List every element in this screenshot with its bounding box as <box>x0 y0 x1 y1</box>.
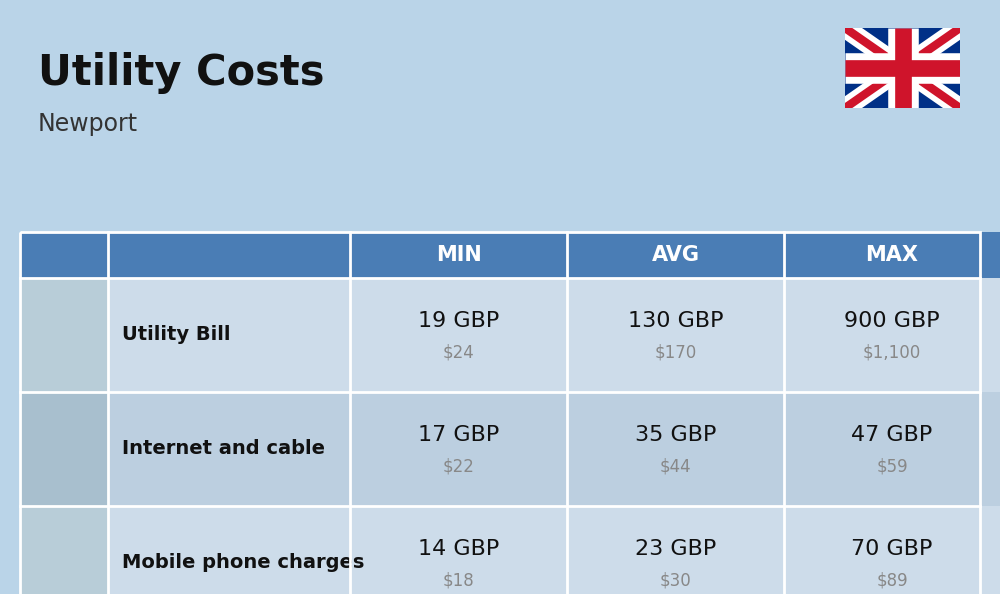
Bar <box>108 392 350 506</box>
Bar <box>845 28 960 108</box>
Bar <box>567 506 784 594</box>
Bar <box>567 392 784 506</box>
Text: 14 GBP: 14 GBP <box>418 539 499 559</box>
Bar <box>567 278 784 392</box>
Bar <box>20 232 980 594</box>
Bar <box>20 392 108 506</box>
Text: 47 GBP: 47 GBP <box>851 425 933 445</box>
Text: $22: $22 <box>443 458 474 476</box>
Text: Utility Costs: Utility Costs <box>38 52 324 94</box>
Text: AVG: AVG <box>652 245 700 265</box>
Text: 70 GBP: 70 GBP <box>851 539 933 559</box>
Text: $59: $59 <box>876 458 908 476</box>
Bar <box>784 506 1000 594</box>
Bar <box>350 232 567 278</box>
Text: MIN: MIN <box>436 245 481 265</box>
Bar <box>784 232 1000 278</box>
Bar <box>350 392 567 506</box>
Bar <box>784 392 1000 506</box>
Text: Internet and cable: Internet and cable <box>122 440 325 459</box>
Bar <box>108 232 350 278</box>
Bar <box>350 278 567 392</box>
Bar <box>567 232 784 278</box>
Text: $30: $30 <box>660 572 691 590</box>
Text: 23 GBP: 23 GBP <box>635 539 716 559</box>
Bar <box>784 278 1000 392</box>
Text: 35 GBP: 35 GBP <box>635 425 716 445</box>
Text: Utility Bill: Utility Bill <box>122 326 230 345</box>
Bar <box>20 506 108 594</box>
Text: $1,100: $1,100 <box>863 344 921 362</box>
Text: $24: $24 <box>443 344 474 362</box>
Bar <box>350 506 567 594</box>
Bar <box>20 278 108 392</box>
Text: $89: $89 <box>876 572 908 590</box>
Text: $18: $18 <box>443 572 474 590</box>
Bar <box>108 506 350 594</box>
Text: $44: $44 <box>660 458 691 476</box>
Text: $170: $170 <box>654 344 697 362</box>
Text: Newport: Newport <box>38 112 138 136</box>
Text: 17 GBP: 17 GBP <box>418 425 499 445</box>
Bar <box>20 232 108 278</box>
Text: Mobile phone charges: Mobile phone charges <box>122 554 364 573</box>
Text: 900 GBP: 900 GBP <box>844 311 940 331</box>
Text: 130 GBP: 130 GBP <box>628 311 723 331</box>
Text: MAX: MAX <box>866 245 918 265</box>
Text: 19 GBP: 19 GBP <box>418 311 499 331</box>
Bar <box>108 278 350 392</box>
